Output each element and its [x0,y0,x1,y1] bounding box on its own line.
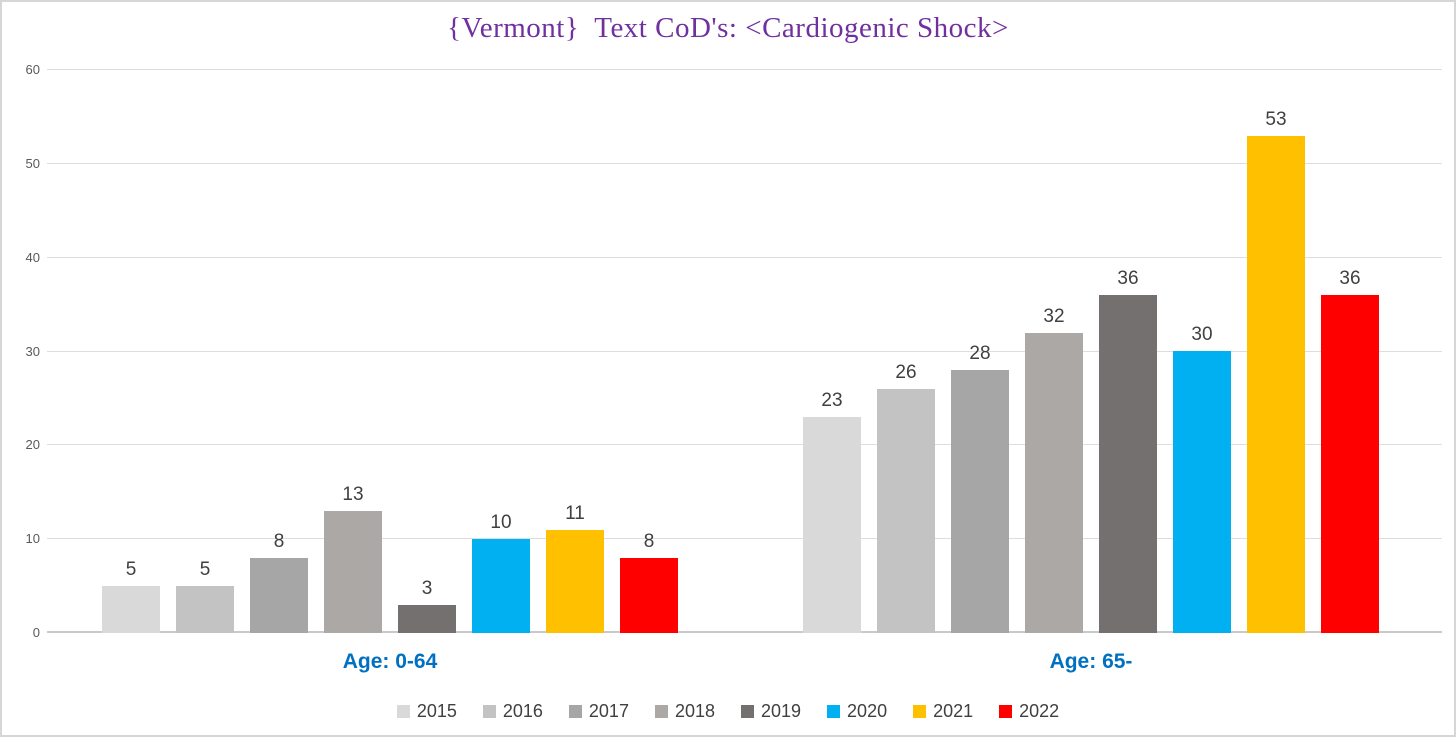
bar-2022-age-0-64 [620,558,678,633]
bar-value-label: 11 [565,503,585,524]
legend-label: 2016 [502,701,543,721]
legend-label: 2015 [416,701,457,721]
legend-label: 2018 [674,701,715,721]
legend-swatch-icon [999,704,1013,718]
bar-value-label: 53 [1265,109,1287,130]
gridline-y-60 [47,69,1442,70]
y-axis-tick-label: 30 [25,343,40,359]
bar-value-label: 13 [342,484,364,505]
legend-item-2020: 2020 [827,701,887,721]
legend-swatch-icon [741,704,754,718]
category-label-age-0-64: Age: 0-64 [342,650,438,673]
gridline-y-50 [47,162,1442,164]
bar-2015-age-65plus [803,417,861,633]
bar-2020-age-0-64 [472,539,530,633]
legend-swatch-icon [827,704,841,718]
gridline-y-40 [47,256,1442,258]
category-label-age-65plus: Age: 65- [1049,650,1133,673]
bar-value-label: 3 [421,578,433,599]
bar-value-label: 5 [199,559,211,580]
legend-item-2017: 2017 [568,701,629,721]
bar-2016-age-0-64 [176,586,234,633]
bar-value-label: 26 [895,362,917,383]
bar-2022-age-65plus [1321,295,1379,633]
gridline-y-10 [47,538,1442,540]
bar-2015-age-0-64 [102,586,160,633]
bar-2018-age-0-64 [324,511,382,633]
gridline-y-0 [47,631,1442,633]
bar-value-label: 8 [273,531,285,552]
y-axis-tick-label: 10 [25,531,40,547]
bar-2020-age-65plus [1173,351,1231,633]
bar-value-label: 36 [1117,268,1139,289]
bar-value-label: 32 [1043,306,1065,327]
legend-label: 2021 [933,701,974,721]
bar-value-label: 5 [125,559,137,580]
y-axis-tick-label: 20 [25,437,40,453]
y-axis-tick-label: 50 [25,155,40,171]
bar-2018-age-65plus [1025,333,1083,633]
legend-item-2022: 2022 [999,701,1059,721]
bar-2017-age-65plus [951,370,1009,633]
legend-swatch-icon [482,704,496,718]
legend-item-2015: 2015 [396,701,457,721]
legend-label: 2022 [1019,701,1060,721]
legend-label: 2017 [588,701,629,721]
bar-value-label: 30 [1191,324,1213,345]
legend-swatch-icon [568,704,582,718]
legend-item-2019: 2019 [741,701,801,721]
bar-value-label: 36 [1339,268,1361,289]
legend-item-2021: 2021 [913,701,973,721]
bar-value-label: 23 [821,390,843,411]
legend-item-2018: 2018 [654,701,715,721]
legend-label: 2020 [847,701,888,721]
bar-value-label: 28 [969,343,991,364]
gridline-y-30 [47,350,1442,352]
plot-area: 5 5 8 13 3 10 11 8 23 26 28 32 36 30 53 36 [47,69,1442,633]
bar-2016-age-65plus [877,389,935,633]
bar-2021-age-65plus [1247,136,1305,633]
bar-2021-age-0-64 [546,530,604,633]
legend-swatch-icon [654,704,668,718]
legend-item-2016: 2016 [482,701,543,721]
gridline-y-20 [47,444,1442,446]
chart-title: {Vermont} Text CoD's: <Cardiogenic Shock… [447,12,1009,44]
bar-2017-age-0-64 [250,558,308,633]
bar-value-label: 8 [643,531,655,552]
legend-swatch-icon [913,704,927,718]
bar-value-label: 10 [490,512,512,533]
y-axis-tick-label: 0 [32,625,40,640]
y-axis-tick-label: 60 [25,62,40,77]
legend-swatch-icon [396,704,410,718]
y-axis-tick-label: 40 [25,249,40,265]
bar-2019-age-0-64 [398,605,456,633]
bar-2019-age-65plus [1099,295,1157,633]
legend-label: 2019 [761,701,802,721]
legend: 2015 2016 2017 2018 2019 2020 2021 2022 [2,701,1454,721]
